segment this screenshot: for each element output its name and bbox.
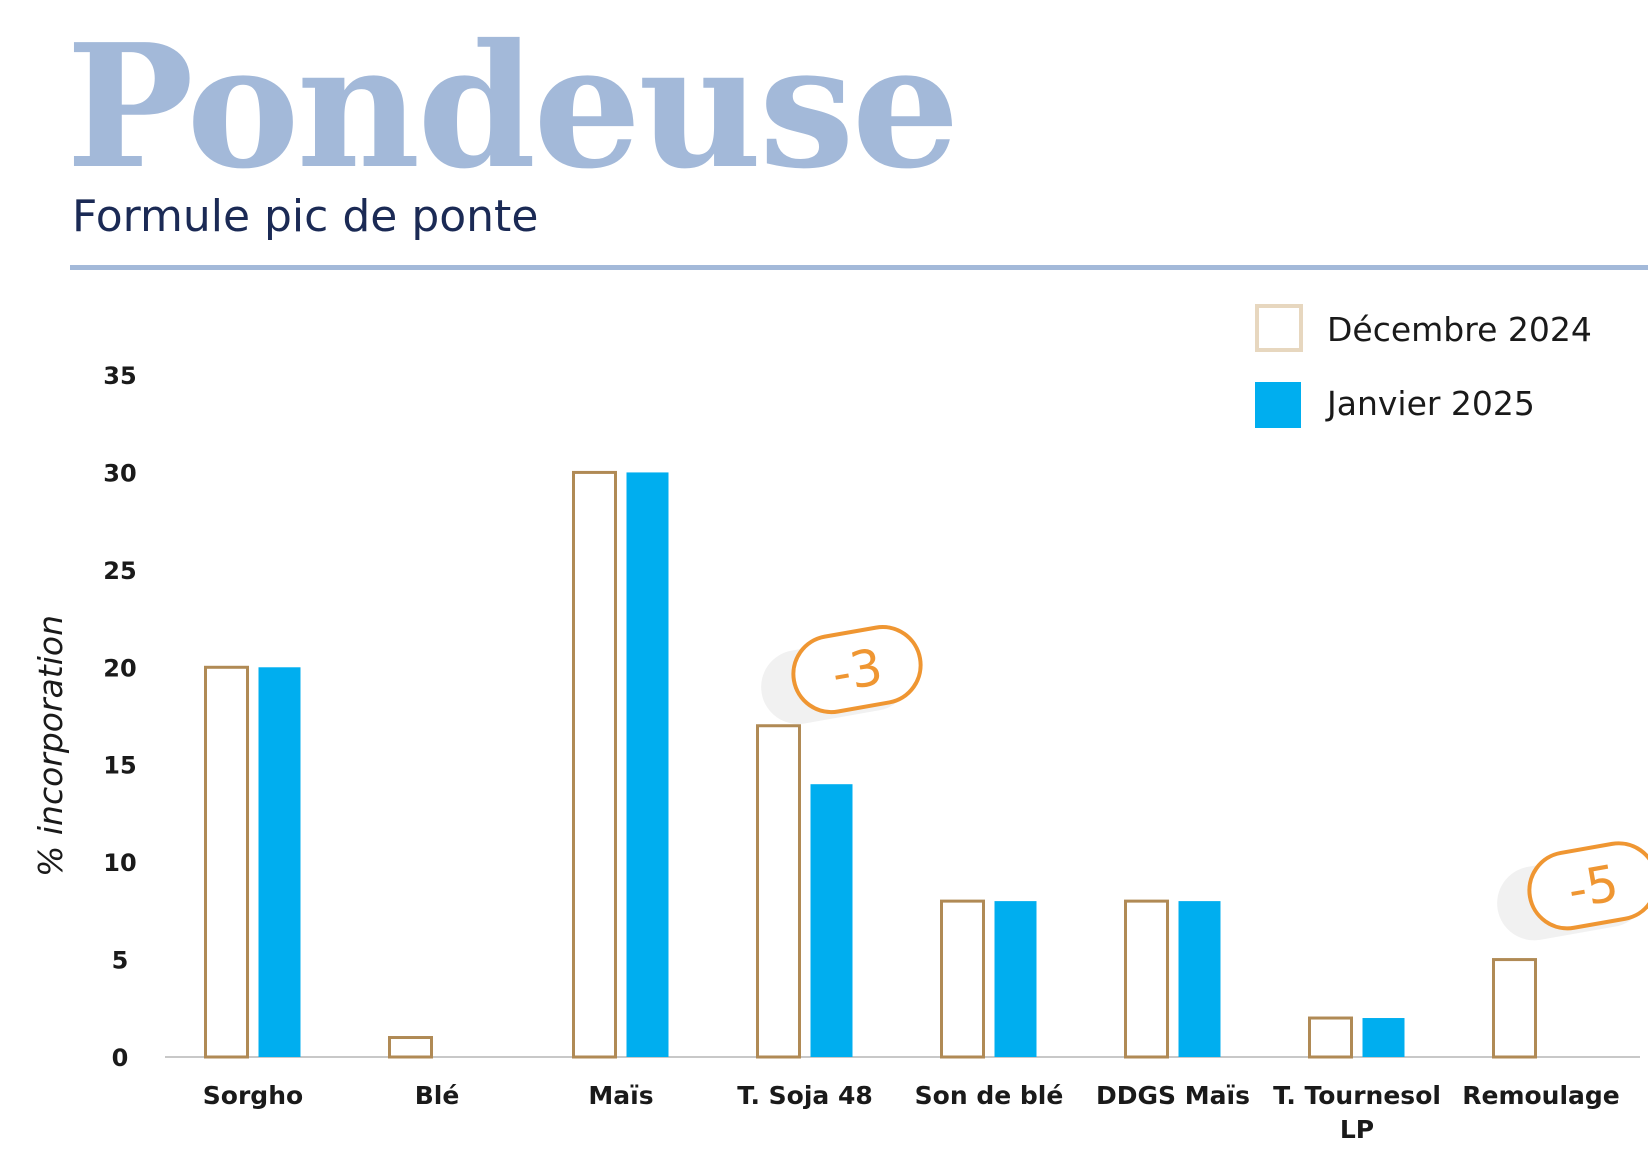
bar-decembre-2024 <box>940 899 985 1059</box>
legend-swatch-janvier-2025 <box>1255 382 1301 428</box>
y-tick-label: 0 <box>112 1044 129 1072</box>
x-tick-label: LP <box>1340 1115 1374 1144</box>
bar-decembre-2024 <box>204 665 249 1059</box>
annotation-badge <box>791 625 923 715</box>
bar-janvier-2025 <box>810 784 853 1057</box>
y-axis-label: % incorporation <box>31 615 70 877</box>
bar-decembre-2024 <box>1124 899 1169 1059</box>
page-title: Pondeuse <box>66 7 960 207</box>
y-tick-label: 10 <box>103 849 136 877</box>
bar-janvier-2025 <box>626 472 669 1057</box>
y-tick-label: 35 <box>103 362 136 390</box>
bar-janvier-2025 <box>258 667 301 1057</box>
x-tick-label: Blé <box>415 1081 460 1110</box>
x-tick-label: T. Soja 48 <box>737 1081 873 1110</box>
page-subtitle: Formule pic de ponte <box>72 191 539 242</box>
bar-janvier-2025 <box>1178 901 1221 1057</box>
legend-swatch-decembre-2024 <box>1255 304 1303 352</box>
x-tick-label: Son de blé <box>915 1081 1064 1110</box>
legend-label-janvier-2025: Janvier 2025 <box>1325 384 1535 423</box>
y-tick-label: 30 <box>103 459 136 487</box>
bar-decembre-2024 <box>572 470 617 1059</box>
bar-decembre-2024 <box>388 1036 433 1059</box>
header-divider <box>70 265 1648 270</box>
annotation-label: -3 <box>828 638 887 704</box>
y-tick-label: 20 <box>103 654 136 682</box>
bar-decembre-2024 <box>1492 958 1537 1059</box>
bar-decembre-2024 <box>756 724 801 1059</box>
x-tick-label: T. Tournesol <box>1273 1081 1441 1110</box>
bar-janvier-2025 <box>1362 1018 1405 1057</box>
y-tick-label: 5 <box>112 947 129 975</box>
x-tick-label: Maïs <box>588 1081 653 1110</box>
x-tick-label: DDGS Maïs <box>1096 1081 1250 1110</box>
change-annotation: -3 <box>761 625 923 725</box>
bar-janvier-2025 <box>994 901 1037 1057</box>
y-tick-label: 15 <box>103 752 136 780</box>
x-tick-label: Remoulage <box>1462 1081 1620 1110</box>
y-tick-label: 25 <box>103 557 136 585</box>
change-annotation: -5 <box>1497 841 1648 941</box>
legend-label-decembre-2024: Décembre 2024 <box>1327 310 1592 349</box>
x-tick-label: Sorgho <box>203 1081 303 1110</box>
bar-decembre-2024 <box>1308 1016 1353 1059</box>
annotation-label: -5 <box>1564 854 1623 920</box>
annotation-badge <box>1527 841 1648 931</box>
